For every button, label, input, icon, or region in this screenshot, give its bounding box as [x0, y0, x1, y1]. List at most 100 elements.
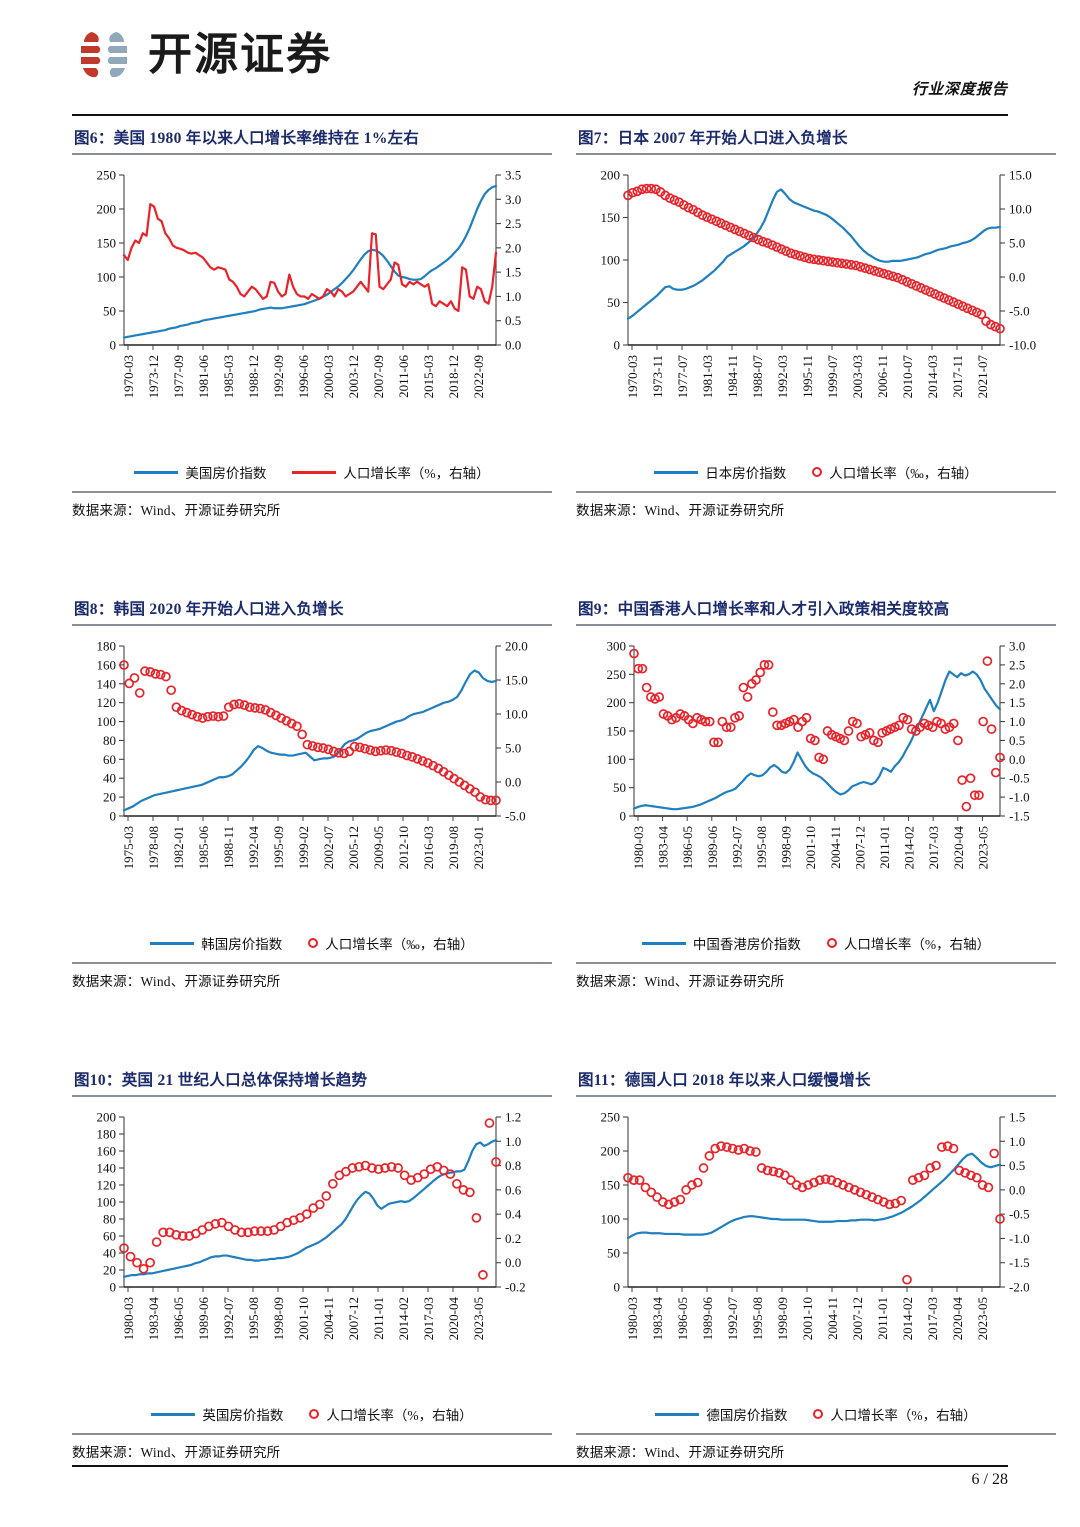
svg-text:120: 120 [97, 1178, 117, 1193]
svg-text:2023-05: 2023-05 [975, 1297, 990, 1340]
svg-text:2005-12: 2005-12 [346, 826, 361, 869]
svg-text:200: 200 [607, 695, 627, 710]
page-header: 开源证券 行业深度报告 [0, 0, 1080, 118]
svg-text:250: 250 [97, 168, 117, 183]
svg-text:3.0: 3.0 [505, 192, 521, 207]
svg-text:-5.0: -5.0 [1009, 304, 1030, 319]
title-divider [72, 153, 552, 155]
svg-text:-1.0: -1.0 [1009, 790, 1030, 805]
legend-line-icon [134, 470, 179, 474]
svg-text:100: 100 [97, 714, 117, 729]
svg-text:-0.2: -0.2 [505, 1280, 526, 1295]
figure-panel-fig10: 图10：英国 21 世纪人口总体保持增长趋势 0 20 40 60 80 100 120 14… [72, 1068, 552, 1461]
svg-text:2017-11: 2017-11 [950, 355, 965, 398]
svg-text:100: 100 [97, 270, 117, 285]
svg-text:1989-06: 1989-06 [700, 1297, 715, 1341]
svg-text:0: 0 [614, 338, 621, 353]
svg-text:1.0: 1.0 [1009, 714, 1025, 729]
svg-text:0.2: 0.2 [505, 1231, 521, 1246]
svg-text:2.0: 2.0 [505, 240, 521, 255]
svg-text:2004-11: 2004-11 [828, 826, 843, 869]
svg-text:15.0: 15.0 [505, 673, 528, 688]
svg-text:300: 300 [607, 639, 627, 654]
title-divider [576, 153, 1056, 155]
svg-text:1983-04: 1983-04 [146, 1297, 161, 1341]
row-spacer [0, 990, 1080, 1068]
svg-text:10.0: 10.0 [1009, 202, 1032, 217]
title-divider [576, 1095, 1056, 1097]
svg-text:10.0: 10.0 [505, 707, 528, 722]
figure-title-fig6: 图6：美国 1980 年以来人口增长率维持在 1%左右 [74, 130, 420, 147]
svg-text:2017-03: 2017-03 [926, 826, 941, 869]
svg-text:0.0: 0.0 [505, 1255, 521, 1270]
title-divider [72, 624, 552, 626]
svg-text:-1.5: -1.5 [1009, 1255, 1030, 1270]
svg-text:140: 140 [97, 676, 117, 691]
svg-text:2021-07: 2021-07 [975, 355, 990, 399]
svg-text:1977-09: 1977-09 [171, 355, 186, 398]
svg-text:0.0: 0.0 [505, 775, 521, 790]
svg-text:160: 160 [97, 1144, 117, 1159]
svg-text:100: 100 [607, 752, 627, 767]
svg-text:1986-05: 1986-05 [680, 826, 695, 869]
svg-text:0: 0 [110, 809, 117, 824]
svg-text:1978-08: 1978-08 [146, 826, 161, 869]
svg-text:1.5: 1.5 [1009, 1110, 1025, 1125]
svg-text:2009-05: 2009-05 [371, 826, 386, 869]
svg-text:20: 20 [103, 1263, 116, 1278]
svg-text:1999-07: 1999-07 [825, 355, 840, 399]
svg-text:1973-12: 1973-12 [146, 355, 161, 398]
legend-fig10: 英国房价指数 人口增长率（%，右轴） [72, 1403, 552, 1425]
svg-text:50: 50 [607, 1246, 620, 1261]
svg-text:0.0: 0.0 [1009, 1182, 1025, 1197]
figure-row-1: 图6：美国 1980 年以来人口增长率维持在 1%左右 0 50 100 150 200… [0, 126, 1080, 519]
svg-text:1989-06: 1989-06 [705, 826, 720, 870]
source-note-fig7: 数据来源：Wind、开源证券研究所 [576, 503, 785, 518]
legend-item-price-index: 德国房价指数 [655, 1404, 787, 1424]
svg-text:2001-10: 2001-10 [803, 826, 818, 869]
legend-item-population-growth: 人口增长率（‰，右轴） [812, 462, 978, 482]
svg-text:2022-09: 2022-09 [471, 355, 486, 398]
svg-text:2007-12: 2007-12 [852, 826, 867, 869]
brand-name: 开源证券 [148, 30, 332, 79]
svg-text:2014-02: 2014-02 [900, 1297, 915, 1340]
legend-item-population-growth: 人口增长率（%，右轴） [309, 1404, 473, 1424]
svg-text:2018-12: 2018-12 [446, 355, 461, 398]
legend-label: 德国房价指数 [706, 1408, 788, 1423]
svg-text:100: 100 [97, 1195, 117, 1210]
svg-text:2014-02: 2014-02 [396, 1297, 411, 1340]
svg-text:100: 100 [601, 253, 621, 268]
svg-text:2.0: 2.0 [1009, 676, 1025, 691]
svg-text:2017-03: 2017-03 [925, 1297, 940, 1340]
svg-text:1995-08: 1995-08 [754, 826, 769, 869]
figure-grid: 图6：美国 1980 年以来人口增长率维持在 1%左右 0 50 100 150 200… [0, 126, 1080, 1461]
svg-text:20.0: 20.0 [505, 639, 528, 654]
legend-item-price-index: 美国房价指数 [134, 462, 266, 482]
legend-label: 日本房价指数 [705, 466, 787, 481]
svg-text:2011-01: 2011-01 [371, 1297, 386, 1340]
svg-text:2007-12: 2007-12 [346, 1297, 361, 1340]
svg-text:1.5: 1.5 [1009, 695, 1025, 710]
page-footer: 6 / 28 [72, 1465, 1008, 1489]
chart-fig6: 0 50 100 150 200 250 0.0 0.5 1.0 1.5 2.0 2.5 3.0 3.5 1… [72, 159, 552, 459]
source-note-fig10: 数据来源：Wind、开源证券研究所 [72, 1445, 281, 1460]
legend-circle-icon [309, 1409, 320, 1419]
svg-text:2015-03: 2015-03 [421, 355, 436, 398]
svg-text:20: 20 [103, 790, 116, 805]
svg-text:2014-03: 2014-03 [925, 355, 940, 398]
svg-text:100: 100 [601, 1212, 621, 1227]
legend-label: 人口增长率（%，右轴） [343, 466, 490, 481]
svg-text:1981-06: 1981-06 [196, 355, 211, 399]
svg-text:1.2: 1.2 [505, 1110, 521, 1125]
svg-text:5.0: 5.0 [1009, 236, 1025, 251]
brand-logo: 开源证券 [72, 24, 1008, 86]
legend-line-icon [655, 1412, 700, 1416]
svg-text:2002-07: 2002-07 [321, 826, 336, 870]
svg-text:1985-03: 1985-03 [221, 355, 236, 398]
figure-panel-fig7: 图7：日本 2007 年开始人口进入负增长 0 50 100 150 200 -10.0 -… [576, 126, 1056, 519]
legend-item-population-growth: 人口增长率（‰，右轴） [308, 933, 474, 953]
svg-text:2012-10: 2012-10 [396, 826, 411, 869]
svg-text:250: 250 [607, 667, 627, 682]
legend-item-price-index: 韩国房价指数 [150, 933, 282, 953]
svg-text:150: 150 [607, 724, 627, 739]
